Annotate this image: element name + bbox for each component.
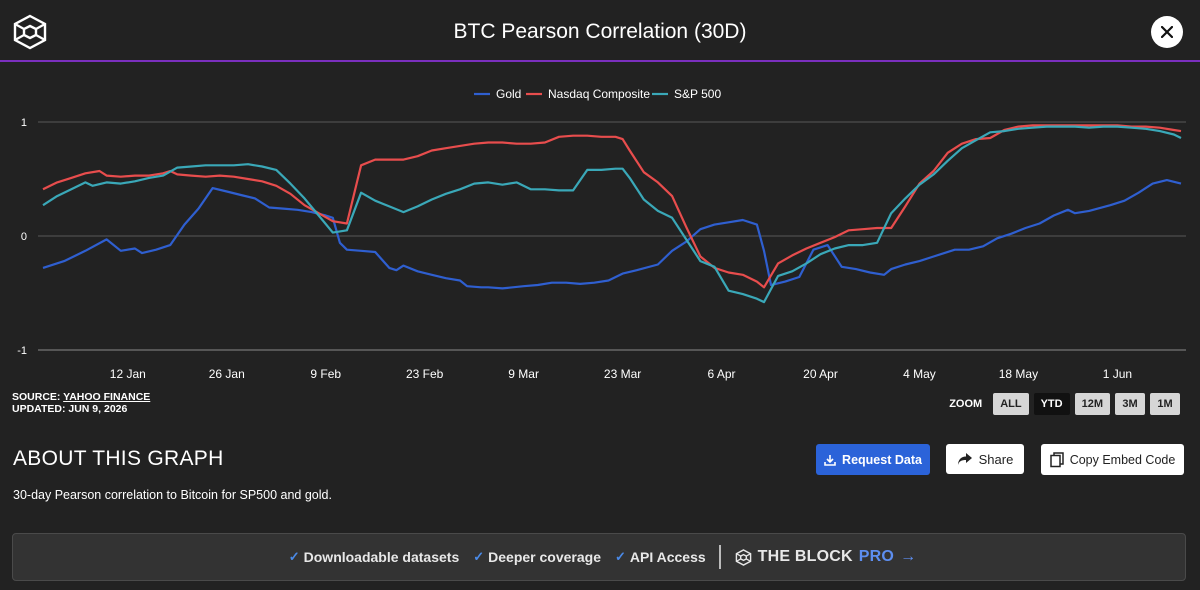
promo-item-label: Downloadable datasets — [303, 549, 460, 565]
y-tick-label: 0 — [21, 231, 27, 243]
x-tick-label: 9 Feb — [310, 367, 341, 381]
source-prefix: SOURCE: — [12, 391, 64, 403]
share-button[interactable]: Share — [946, 444, 1024, 474]
share-label: Share — [978, 451, 1014, 467]
promo-item-coverage: ✓ Deeper coverage — [473, 549, 601, 565]
checkmark-icon: ✓ — [473, 549, 485, 564]
source-line: SOURCE: YAHOO FINANCE — [12, 391, 150, 403]
updated-date: UPDATED: JUN 9, 2026 — [12, 403, 128, 415]
checkmark-icon: ✓ — [614, 549, 626, 564]
page-title: BTC Pearson Correlation (30D) — [453, 20, 747, 43]
x-tick-label: 20 Apr — [803, 367, 838, 381]
brand-name: THE BLOCK — [757, 548, 853, 565]
y-tick-label: -1 — [17, 345, 27, 357]
request-data-label: Request Data — [842, 452, 922, 467]
copy-embed-code-button[interactable]: Copy Embed Code — [1041, 444, 1184, 475]
about-heading: ABOUT THIS GRAPH — [13, 447, 224, 470]
the-block-cube-icon — [735, 548, 751, 566]
chart-series — [42, 124, 1182, 304]
y-tick-label: 1 — [21, 117, 27, 129]
promo-item-label: API Access — [629, 549, 706, 565]
arrow-right-icon: → — [900, 548, 917, 565]
x-tick-label: 9 Mar — [508, 367, 539, 381]
x-tick-label: 18 May — [999, 367, 1038, 381]
chart-legend: Gold Nasdaq Composite S&P 500 — [474, 87, 721, 101]
series-line-nasdaq-composite[interactable] — [42, 124, 1182, 289]
the-block-pro-link[interactable]: THE BLOCK PRO → — [735, 548, 917, 566]
source-link[interactable]: YAHOO FINANCE — [63, 391, 151, 403]
promo-divider — [718, 545, 721, 569]
request-data-button[interactable]: Request Data — [816, 444, 930, 475]
zoom-label: ZOOM — [949, 398, 983, 410]
x-tick-label: 4 May — [903, 367, 936, 381]
x-tick-label: 1 Jun — [1103, 367, 1132, 381]
zoom-ytd-button[interactable]: YTD — [1033, 393, 1070, 415]
x-tick-label: 12 Jan — [110, 367, 146, 381]
close-button[interactable] — [1151, 16, 1183, 48]
brand-pro: PRO — [858, 548, 895, 565]
copy-icon — [1049, 451, 1064, 467]
zoom-12m-button[interactable]: 12M — [1074, 393, 1110, 415]
close-icon — [1161, 26, 1173, 38]
series-line-gold[interactable] — [42, 179, 1182, 290]
pro-promo-banner[interactable]: ✓ Downloadable datasets ✓ Deeper coverag… — [12, 533, 1186, 581]
x-axis: 12 Jan 26 Jan 9 Feb 23 Feb 9 Mar 23 Mar 6 Apr 2… — [110, 367, 1132, 381]
x-tick-label: 23 Feb — [406, 367, 444, 381]
x-tick-label: 6 Apr — [708, 367, 736, 381]
zoom-controls: ZOOM ALL YTD 12M 3M 1M — [949, 393, 1180, 415]
source-info: SOURCE: YAHOO FINANCE UPDATED: JUN 9, 20… — [12, 391, 150, 415]
download-icon — [824, 454, 836, 466]
the-block-cube-icon[interactable] — [12, 14, 48, 50]
legend-item[interactable]: Gold — [496, 87, 521, 101]
promo-item-api: ✓ API Access — [615, 549, 706, 565]
correlation-chart: Gold Nasdaq Composite S&P 500 1 0 -1 12 Jan 2… — [17, 87, 1186, 381]
chart-grid: 1 0 -1 — [17, 117, 1186, 357]
legend-item[interactable]: S&P 500 — [674, 87, 721, 101]
series-line-s-p-500[interactable] — [42, 125, 1182, 304]
checkmark-icon: ✓ — [288, 549, 300, 564]
legend-item[interactable]: Nasdaq Composite — [548, 87, 650, 101]
share-arrow-icon — [957, 453, 972, 465]
copy-embed-label: Copy Embed Code — [1069, 452, 1176, 467]
zoom-3m-button[interactable]: 3M — [1115, 393, 1145, 415]
about-description: 30-day Pearson correlation to Bitcoin fo… — [13, 488, 332, 502]
x-tick-label: 23 Mar — [604, 367, 641, 381]
x-tick-label: 26 Jan — [209, 367, 245, 381]
zoom-1m-button[interactable]: 1M — [1150, 393, 1180, 415]
promo-item-datasets: ✓ Downloadable datasets — [289, 549, 460, 565]
zoom-all-button[interactable]: ALL — [993, 393, 1029, 415]
chart-header: BTC Pearson Correlation (30D) — [0, 0, 1200, 62]
promo-item-label: Deeper coverage — [488, 549, 601, 565]
